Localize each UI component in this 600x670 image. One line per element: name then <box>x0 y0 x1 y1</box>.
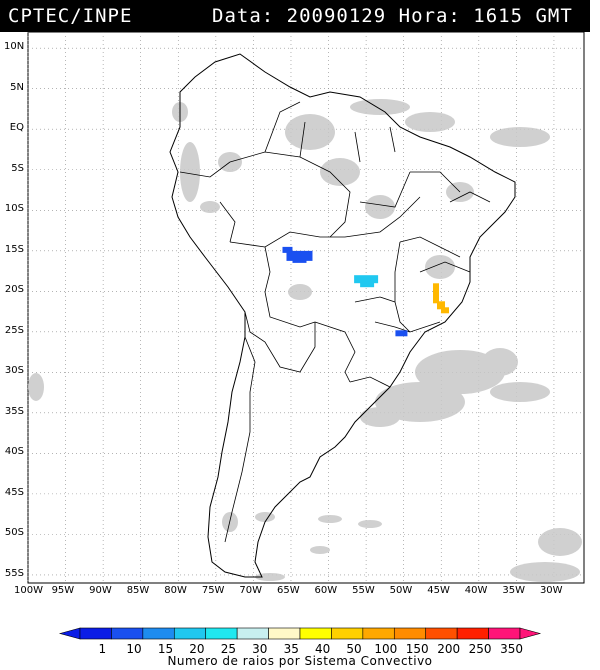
latitude-label: 10N <box>4 41 25 53</box>
latitude-label: 55S <box>4 567 24 579</box>
legend-arrow-low <box>58 627 81 640</box>
longitude-label: 65W <box>276 585 300 596</box>
latitude-label: 20S <box>4 284 24 296</box>
map-frame: 10N 5N EQ 5S 10S 15S 20S 25S 30S 35S 40S 45S 50S 55S … <box>0 31 590 596</box>
latitude-label: EQ <box>9 122 24 134</box>
legend-tick-label: 100 <box>374 642 398 656</box>
legend-tick-label: 20 <box>189 642 205 656</box>
legend-swatch <box>268 627 301 640</box>
latitude-label: 30S <box>4 365 24 377</box>
lightning-cell <box>282 246 293 253</box>
latitude-label: 50S <box>4 527 24 539</box>
latitude-label: 5S <box>11 162 24 174</box>
latitude-label: 15S <box>4 243 24 255</box>
longitude-label: 50W <box>389 585 413 596</box>
longitude-label: 45W <box>427 585 450 596</box>
lightning-cell <box>286 250 313 261</box>
country-borders <box>179 101 491 543</box>
legend-tick-label: 250 <box>468 642 492 656</box>
lightning-cell <box>437 301 445 310</box>
date-time-readout: Data: 20090129 Hora: 1615 GMT <box>212 5 573 27</box>
color-legend <box>0 625 600 670</box>
legend-tick-label: 15 <box>157 642 174 656</box>
legend-tick-label: 40 <box>315 642 331 656</box>
legend-swatch <box>362 627 395 640</box>
legend-tick-label: 1 <box>98 642 107 656</box>
lightning-cell <box>395 330 408 337</box>
legend-tick-label: 200 <box>437 642 461 656</box>
longitude-label: 100W <box>14 585 43 596</box>
longitude-label: 80W <box>164 585 187 596</box>
legend-tick-label: 35 <box>283 642 299 656</box>
lightning-cell <box>441 307 449 314</box>
longitude-label: 75W <box>201 585 225 596</box>
longitude-label: 70W <box>239 585 263 596</box>
legend-swatch <box>111 627 144 640</box>
legend-swatch <box>393 627 427 640</box>
legend-swatch <box>331 627 364 640</box>
hour-value: 1615 GMT <box>473 5 573 27</box>
legend-swatch <box>79 627 112 640</box>
header-bar: CPTEC/INPE Data: 20090129 Hora: 1615 GMT <box>0 0 590 32</box>
longitude-label: 60W <box>314 585 338 596</box>
latitude-label: 45S <box>4 486 24 498</box>
legend-tick-label: 25 <box>220 642 236 656</box>
convective-systems <box>282 246 449 337</box>
legend-caption: Numero de raios por Sistema Convectivo <box>167 654 433 668</box>
longitude-label: 35W <box>502 585 525 596</box>
longitude-label: 95W <box>51 585 75 596</box>
legend-swatch <box>488 627 521 640</box>
legend-swatch <box>299 627 332 640</box>
lightning-cell <box>354 275 379 284</box>
lightning-cell <box>292 256 307 263</box>
legend-tick-label: 350 <box>500 642 523 656</box>
legend-swatch <box>236 627 269 640</box>
longitude-label: 90W <box>89 585 112 596</box>
agency-title: CPTEC/INPE <box>8 5 133 27</box>
longitude-label: 55W <box>352 585 375 596</box>
latitude-label: 10S <box>4 203 24 215</box>
legend-tick-label: 150 <box>405 642 429 656</box>
legend-arrow-high <box>519 627 542 640</box>
legend-tick-label: 50 <box>346 642 362 656</box>
graticule <box>27 32 584 583</box>
legend-swatch <box>205 627 238 640</box>
legend-swatch <box>142 627 175 640</box>
longitude-label: 40W <box>464 585 488 596</box>
legend-tick-label: 10 <box>126 642 142 656</box>
date-value: 20090129 <box>286 5 387 27</box>
lightning-cell <box>433 283 439 304</box>
legend-colorbar <box>58 627 542 640</box>
legend-tick-label: 30 <box>252 642 268 656</box>
latitude-label: 25S <box>4 324 24 336</box>
legend-swatch <box>425 627 458 640</box>
hour-label: Hora: <box>398 5 461 27</box>
legend-swatch <box>173 627 207 640</box>
longitude-label: 30W <box>539 585 563 596</box>
date-label: Data: <box>212 5 275 27</box>
lightning-cell <box>360 281 375 288</box>
longitude-label: 85W <box>126 585 150 596</box>
latitude-label: 5N <box>10 81 24 93</box>
latitude-label: 35S <box>4 405 24 417</box>
latitude-label: 40S <box>4 446 24 458</box>
legend-swatch <box>456 627 489 640</box>
south-america-map <box>27 31 585 584</box>
